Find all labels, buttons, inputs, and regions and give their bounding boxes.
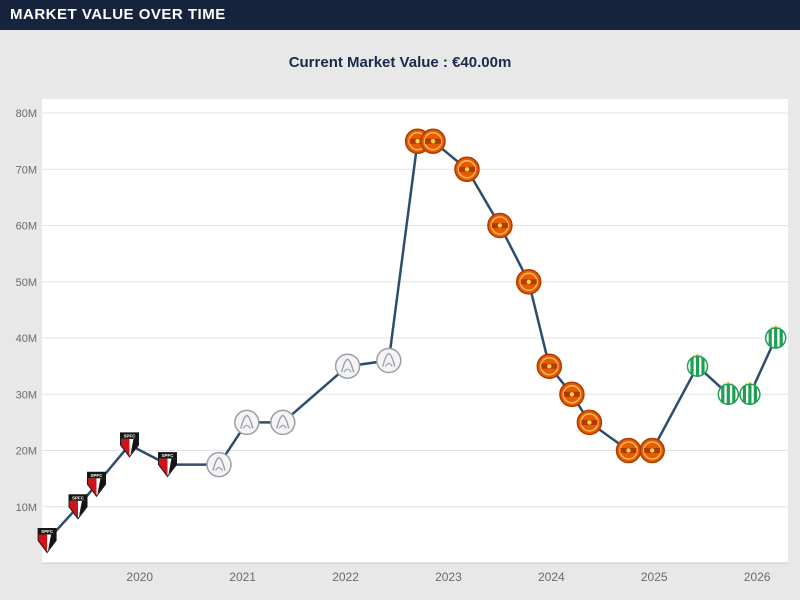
y-tick-label: 70M — [16, 164, 37, 176]
market-value-chart: 10M 20M 30M 40M 50M 60M 70M 80M 2020 2021 2022 2023… — [0, 89, 800, 594]
current-market-value-label: Current Market Value : €40.00m — [288, 54, 512, 71]
y-tick-label: 40M — [16, 333, 37, 345]
data-point-manutd-crest-icon[interactable] — [420, 128, 446, 154]
svg-text:SPFC: SPFC — [123, 434, 136, 439]
data-point-ajax-crest-icon[interactable] — [334, 353, 361, 379]
data-point-betis-crest-icon[interactable] — [686, 353, 709, 377]
chart-canvas[interactable]: 10M 20M 30M 40M 50M 60M 70M 80M 2020 2021 2022 2023… — [4, 89, 796, 594]
page-title: MARKET VALUE OVER TIME — [10, 6, 226, 23]
data-point-manutd-crest-icon[interactable] — [639, 437, 665, 464]
data-point-manutd-crest-icon[interactable] — [487, 212, 513, 239]
svg-text:SPFC: SPFC — [41, 529, 54, 534]
data-point-manutd-crest-icon[interactable] — [454, 156, 480, 183]
data-point-ajax-crest-icon[interactable] — [206, 451, 232, 478]
data-point-manutd-crest-icon[interactable] — [615, 437, 642, 464]
x-tick-label: 2021 — [229, 570, 256, 584]
data-point-ajax-crest-icon[interactable] — [234, 409, 260, 436]
data-point-spfc-crest-icon[interactable]: SPFC — [158, 452, 177, 478]
data-point-ajax-crest-icon[interactable] — [270, 409, 296, 436]
plot-area — [42, 99, 788, 563]
y-tick-label: 50M — [16, 277, 37, 289]
data-point-manutd-crest-icon[interactable] — [536, 353, 563, 379]
svg-text:SPFC: SPFC — [72, 495, 85, 500]
y-tick-label: 60M — [16, 221, 37, 233]
y-tick-label: 20M — [16, 446, 37, 458]
x-tick-label: 2026 — [744, 570, 771, 584]
data-point-betis-crest-icon[interactable] — [764, 325, 787, 349]
title-bar: MARKET VALUE OVER TIME — [0, 0, 800, 30]
x-tick-label: 2024 — [538, 570, 565, 584]
data-point-manutd-crest-icon[interactable] — [515, 269, 542, 295]
y-tick-label: 10M — [16, 502, 37, 514]
data-point-betis-crest-icon[interactable] — [739, 381, 761, 406]
x-tick-label: 2020 — [126, 570, 153, 584]
data-point-spfc-crest-icon[interactable]: SPFC — [87, 471, 106, 498]
x-tick-label: 2022 — [332, 570, 359, 584]
data-point-manutd-crest-icon[interactable] — [576, 409, 603, 436]
svg-text:SPFC: SPFC — [90, 473, 103, 478]
data-point-betis-crest-icon[interactable] — [717, 381, 740, 406]
data-point-spfc-crest-icon[interactable]: SPFC — [120, 432, 139, 458]
data-point-manutd-crest-icon[interactable] — [559, 381, 585, 408]
y-tick-label: 80M — [16, 108, 37, 120]
data-point-ajax-crest-icon[interactable] — [376, 347, 402, 374]
x-tick-label: 2025 — [641, 570, 668, 584]
svg-text:SPFC: SPFC — [161, 453, 174, 458]
y-tick-label: 30M — [16, 389, 37, 401]
data-point-spfc-crest-icon[interactable]: SPFC — [37, 528, 57, 554]
data-point-spfc-crest-icon[interactable]: SPFC — [68, 494, 88, 520]
x-tick-label: 2023 — [435, 570, 462, 584]
